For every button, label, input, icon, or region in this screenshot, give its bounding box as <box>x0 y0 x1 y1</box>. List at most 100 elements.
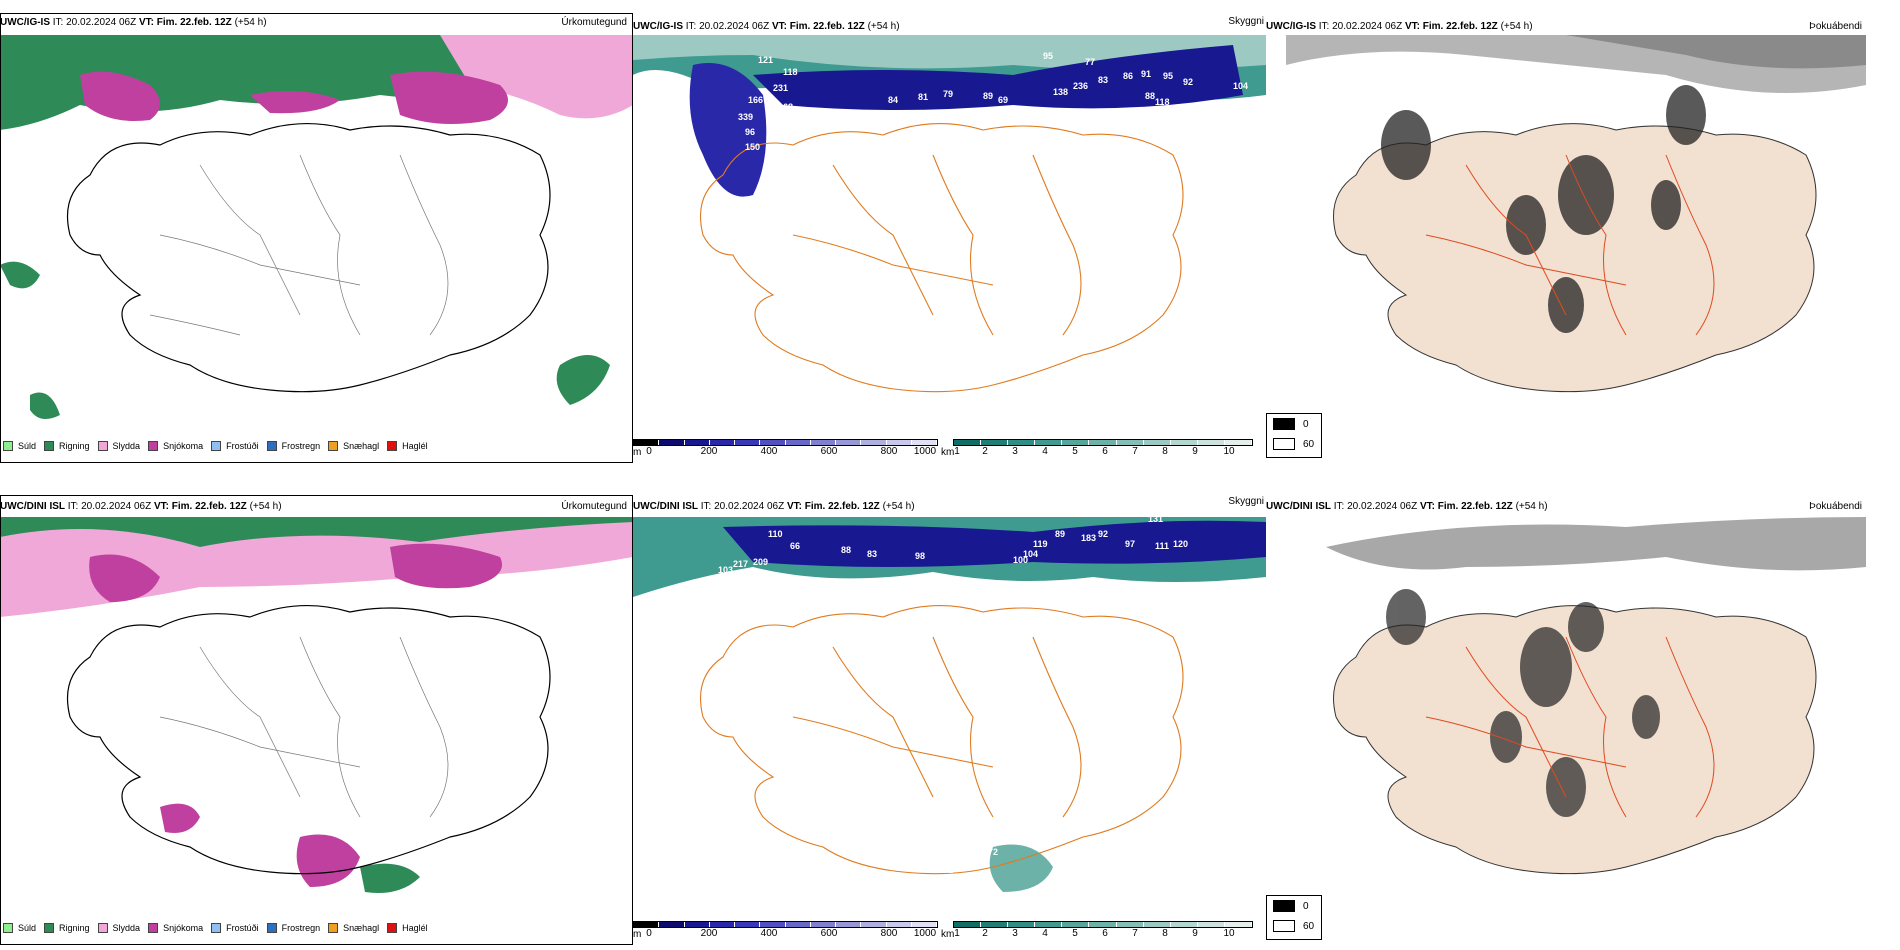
tick-label: 400 <box>760 446 778 457</box>
legend-item-frostregn: Frostregn <box>266 441 320 451</box>
vis-colorbar: 1 2 3 4 5 6 7 8 9 10 <box>953 439 1253 457</box>
legend-swatch <box>148 441 159 451</box>
tick-label: 10 <box>1223 446 1235 457</box>
tick-label: 6 <box>1102 928 1108 939</box>
vt-label: VT: <box>1419 501 1435 512</box>
legend-swatch <box>387 441 398 451</box>
tick-label: 400 <box>760 928 778 939</box>
legend-label: Snjókoma <box>163 923 204 933</box>
tick-label: 8 <box>1162 446 1168 457</box>
visibility-label: 176 <box>808 581 823 591</box>
it-label: IT: <box>685 21 697 32</box>
legend-swatch <box>97 923 108 933</box>
legend-label: Rigning <box>59 923 90 933</box>
fog-key: 0 60 <box>1266 413 1322 458</box>
panel-title: Úrkomutegund <box>561 17 627 28</box>
it-label: IT: <box>1333 501 1345 512</box>
visibility-label: 132 <box>801 127 816 137</box>
legend-swatch <box>328 441 339 451</box>
colorbar-ticks: 0 200 400 600 800 1000 <box>633 446 938 457</box>
panel-header: UWC/IG-IS IT: 20.02.2024 06Z VT: Fim. 22… <box>633 21 900 33</box>
model-name: UWC/IG-IS <box>0 17 50 28</box>
panel-title: Þokuábendi <box>1809 21 1862 32</box>
fog-map <box>1266 35 1900 435</box>
model-name: UWC/DINI ISL <box>1266 501 1331 512</box>
visibility-label: 150 <box>813 627 828 637</box>
visibility-label: 120 <box>1173 539 1188 549</box>
tick-label: 0 <box>646 446 652 457</box>
legend-swatch <box>328 923 339 933</box>
colorbar-bar <box>633 921 938 928</box>
lead-time: (+54 h) <box>1515 501 1548 512</box>
model-name: UWC/DINI ISL <box>633 501 698 512</box>
visibility-label: 118 <box>883 891 898 901</box>
fog-key-label: 0 <box>1303 900 1309 912</box>
tick-label: 10 <box>1223 928 1235 939</box>
visibility-label: 81 <box>918 92 928 102</box>
panel-header: UWC/IG-IS IT: 20.02.2024 06Z VT: Fim. 22… <box>0 17 267 29</box>
vis-unit: km <box>941 447 955 458</box>
visibility-label: 79 <box>943 89 953 99</box>
tick-label: 5 <box>1072 928 1078 939</box>
precip-map <box>0 35 633 435</box>
legend-label: Rigning <box>59 441 90 451</box>
tick-label: 7 <box>1132 446 1138 457</box>
visibility-label: 138 <box>1053 87 1068 97</box>
visibility-label: 104 <box>1233 81 1248 91</box>
tick-label: 3 <box>1012 928 1018 939</box>
visibility-label: 100 <box>1013 555 1028 565</box>
tick-label: 2 <box>982 446 988 457</box>
lead-time: (+54 h) <box>882 501 915 512</box>
fog-key-row: 0 <box>1267 896 1321 916</box>
vt-value: Fim. 22.feb. 12Z <box>1437 501 1513 512</box>
visibility-label: 86 <box>1123 71 1133 81</box>
legend-label: Slydda <box>112 923 141 933</box>
visibility-label: 230 <box>688 252 703 262</box>
panel-title: Skyggni <box>1228 16 1264 27</box>
visibility-label: 89 <box>1055 529 1065 539</box>
panel-header: UWC/DINI ISL IT: 20.02.2024 06Z VT: Fim.… <box>0 501 282 513</box>
vt-label: VT: <box>786 501 802 512</box>
visibility-label: 231 <box>773 83 788 93</box>
precip-legend: Súld Rigning Slydda Snjókoma Frostúði Fr… <box>3 920 436 936</box>
colorbar-bar <box>953 921 1253 928</box>
legend-item-snaehagl: Snæhagl <box>328 441 379 451</box>
visibility-label: 236 <box>1073 81 1088 91</box>
legend-label: Súld <box>18 441 37 451</box>
legend-swatch <box>3 923 13 933</box>
visibility-label: 121 <box>758 55 773 65</box>
height-colorbar: 0 200 400 600 800 1000 <box>633 921 938 939</box>
precip-map <box>0 517 633 917</box>
lead-time: (+54 h) <box>1500 21 1533 32</box>
visibility-label: 381 <box>938 865 953 875</box>
legend-swatch <box>97 441 108 451</box>
fog-key-swatch <box>1273 920 1295 932</box>
it-label: IT: <box>52 17 64 28</box>
visibility-label: 98 <box>915 551 925 561</box>
legend-label: Snæhagl <box>343 441 380 451</box>
model-name: UWC/IG-IS <box>633 21 683 32</box>
fog-key-swatch <box>1273 418 1295 430</box>
visibility-label: 209 <box>753 557 768 567</box>
it-label: IT: <box>700 501 712 512</box>
visibility-label: 77 <box>1085 57 1095 67</box>
visibility-label: 100 <box>793 157 808 167</box>
panel-cloud-top: UWC/IG-IS IT: 20.02.2024 06Z VT: Fim. 22… <box>633 13 1266 463</box>
it-value: 20.02.2024 06Z <box>699 21 770 32</box>
legend-swatch <box>44 923 55 933</box>
legend-item-haglel: Haglél <box>387 923 428 933</box>
fog-key-swatch <box>1273 900 1295 912</box>
visibility-label: 104 <box>1023 549 1038 559</box>
legend-item-haglel: Haglél <box>387 441 428 451</box>
legend-label: Slydda <box>112 441 141 451</box>
vt-value: Fim. 22.feb. 12Z <box>156 17 232 28</box>
panel-header: UWC/DINI ISL IT: 20.02.2024 06Z VT: Fim.… <box>633 501 915 513</box>
tick-label: 3 <box>1012 446 1018 457</box>
panel-title: Skyggni <box>1228 496 1264 507</box>
vt-value: Fim. 22.feb. 12Z <box>789 21 865 32</box>
tick-label: 5 <box>1072 446 1078 457</box>
legend-item-rigning: Rigning <box>44 441 90 451</box>
lead-time: (+54 h) <box>249 501 282 512</box>
visibility-label: 95 <box>1163 71 1173 81</box>
fog-key-label: 60 <box>1303 438 1315 450</box>
